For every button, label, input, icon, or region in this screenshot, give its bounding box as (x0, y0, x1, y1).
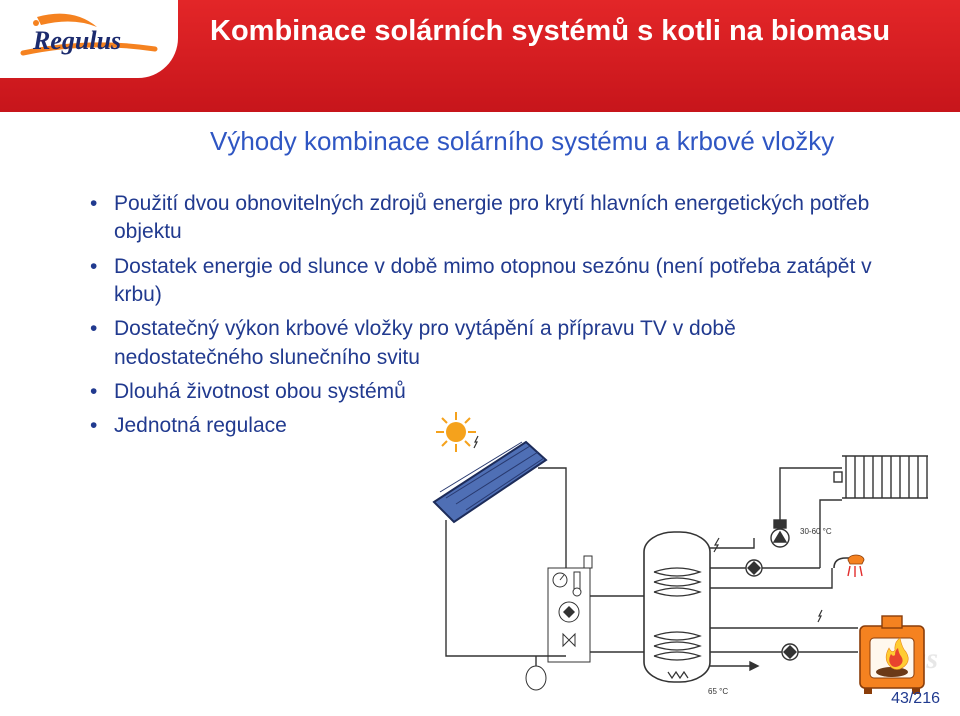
shower-icon (834, 555, 864, 577)
list-item: Použití dvou obnovitelných zdrojů energi… (90, 190, 890, 247)
page-number: 43/216 (891, 690, 940, 708)
radiator-icon (834, 456, 928, 498)
logo-container: Regulus (0, 0, 178, 78)
tank-temp-label: 65 °C (708, 687, 728, 696)
logo-text: Regulus (32, 26, 121, 55)
bullet-text: Použití dvou obnovitelných zdrojů energi… (114, 192, 869, 243)
mixing-temp-label: 30-60 °C (800, 527, 832, 536)
slide-subheading: Výhody kombinace solárního systému a krb… (210, 126, 834, 157)
sun-icon (436, 412, 476, 452)
tank-loop-pipes (590, 596, 644, 652)
bullet-text: Dostatečný výkon krbové vložky pro vytáp… (114, 317, 736, 368)
regulus-logo: Regulus (19, 13, 159, 65)
list-item: Dostatek energie od slunce v době mimo o… (90, 253, 890, 310)
list-item: Dlouhá životnost obou systémů (90, 378, 890, 406)
fireplace-icon (860, 616, 924, 694)
solar-collector (434, 442, 546, 522)
bullet-text: Dostatek energie od slunce v době mimo o… (114, 255, 872, 306)
pump-station (548, 556, 592, 662)
expansion-vessel (526, 666, 546, 690)
bullet-text: Dlouhá životnost obou systémů (114, 380, 406, 403)
storage-tank (644, 532, 719, 682)
list-item: Dostatečný výkon krbové vložky pro vytáp… (90, 315, 890, 372)
slide-header: Regulus Kombinace solárních systémů s ko… (0, 0, 960, 112)
distribution-pipes (710, 468, 858, 670)
bullet-text: Jednotná regulace (114, 414, 287, 437)
slide-title: Kombinace solárních systémů s kotli na b… (210, 14, 940, 49)
heating-schematic: 65 °C 30-60 °C (418, 408, 938, 698)
